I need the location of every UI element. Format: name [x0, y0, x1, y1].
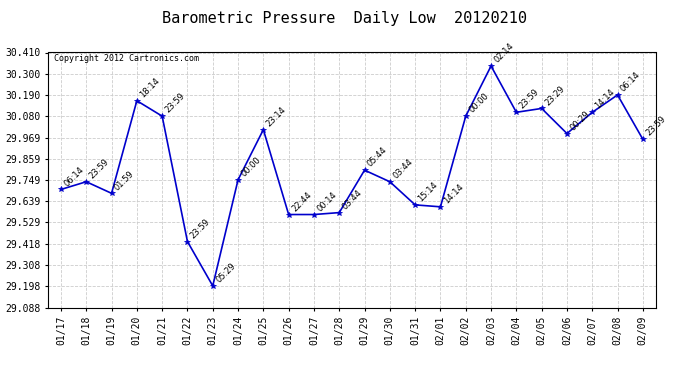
Text: 00:29: 00:29: [569, 109, 591, 132]
Text: 14:14: 14:14: [442, 182, 465, 206]
Text: 23:14: 23:14: [265, 105, 288, 128]
Text: 02:14: 02:14: [493, 42, 515, 64]
Text: 00:14: 00:14: [315, 190, 339, 213]
Text: 23:29: 23:29: [543, 84, 566, 107]
Text: 00:00: 00:00: [467, 92, 491, 115]
Text: Copyright 2012 Cartronics.com: Copyright 2012 Cartronics.com: [55, 54, 199, 63]
Text: 03:44: 03:44: [341, 188, 364, 211]
Text: Barometric Pressure  Daily Low  20120210: Barometric Pressure Daily Low 20120210: [163, 11, 527, 26]
Text: 23:59: 23:59: [189, 217, 212, 240]
Text: 03:44: 03:44: [391, 157, 415, 180]
Text: 15:14: 15:14: [417, 180, 440, 204]
Text: 23:59: 23:59: [518, 88, 541, 111]
Text: 00:00: 00:00: [239, 155, 263, 178]
Text: 05:29: 05:29: [214, 261, 237, 285]
Text: 06:14: 06:14: [62, 165, 86, 188]
Text: 18:14: 18:14: [138, 76, 161, 99]
Text: 23:59: 23:59: [88, 157, 111, 180]
Text: 22:44: 22:44: [290, 190, 313, 213]
Text: 01:59: 01:59: [113, 169, 136, 192]
Text: 06:14: 06:14: [619, 70, 642, 93]
Text: 23:59: 23:59: [164, 92, 187, 115]
Text: 05:44: 05:44: [366, 146, 389, 169]
Text: 23:59: 23:59: [644, 115, 667, 138]
Text: 14:14: 14:14: [593, 88, 617, 111]
